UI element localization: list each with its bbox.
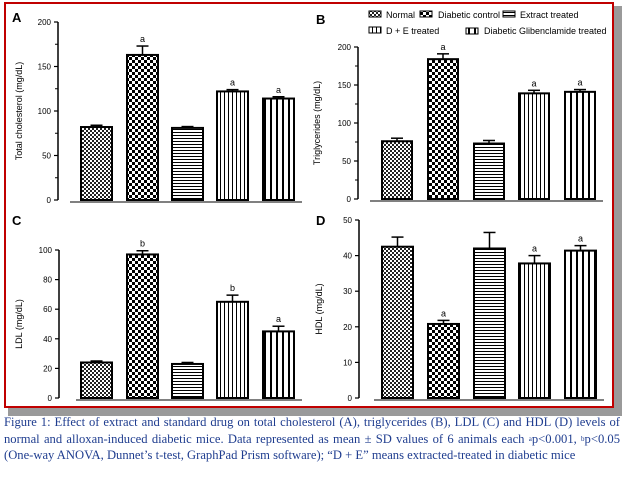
legend: Normal Diabetic control Extract treated …	[368, 10, 607, 36]
panel-a-y-tick-label: 150	[38, 63, 52, 72]
panel-d-bar-d-e-treated	[518, 262, 551, 399]
panel-a-bar-diabetic-glibenclamide-treated	[262, 97, 295, 201]
panel-d-y-tick-label: 0	[348, 394, 353, 403]
panel-b-bar-diabetic-control	[427, 58, 459, 200]
panel-c-bar-diabetic-control	[126, 253, 159, 399]
panel-b-significance-label-diabetic-control: a	[440, 42, 445, 52]
legend-label-d-e-treated: D + E treated	[386, 26, 439, 36]
panel-label-c: C	[12, 213, 22, 228]
panel-label-d: D	[316, 213, 325, 228]
panel-b-bar-extract-treated	[473, 142, 505, 201]
panel-d-y-tick-label: 30	[343, 287, 352, 296]
panel-b-significance-label-d-e-treated: a	[531, 78, 536, 88]
legend-item-diabetic-control: Diabetic control	[419, 10, 500, 20]
panel-d-significance-label-diabetic-glibenclamide-treated: a	[578, 234, 583, 244]
panel-b-y-tick-label: 0	[347, 195, 352, 204]
legend-item-normal: Normal	[368, 10, 415, 20]
panel-d-bar-diabetic-glibenclamide-treated	[564, 249, 597, 399]
panel-c-y-tick-label: 0	[48, 394, 53, 403]
panel-c-y-tick-label: 40	[43, 335, 52, 344]
legend-item-extract-treated: Extract treated	[502, 10, 579, 20]
panel-c-significance-label-diabetic-control: b	[140, 239, 145, 249]
panel-d-y-tick-label: 20	[343, 323, 352, 332]
panel-a-y-tick-label: 100	[38, 107, 52, 116]
panel-b-y-axis-label: Triglycerides (mg/dL)	[312, 81, 322, 165]
panel-c-bar-d-e-treated	[216, 300, 249, 399]
panel-d-significance-label-d-e-treated: a	[532, 244, 537, 254]
panel-d-bar-extract-treated	[473, 247, 506, 399]
legend-label-diabetic-control: Diabetic control	[438, 10, 500, 20]
panel-d-y-tick-label: 50	[343, 216, 352, 225]
panel-d-bar-normal	[381, 245, 414, 399]
caption-sup-b: b	[581, 434, 585, 443]
panel-c-y-tick-label: 60	[43, 305, 52, 314]
panel-a-significance-label-diabetic-glibenclamide-treated: a	[276, 85, 281, 95]
panel-b-bar-d-e-treated	[518, 92, 550, 200]
panel-c-y-tick-label: 80	[43, 276, 52, 285]
panel-c-y-tick-label: 100	[39, 246, 53, 255]
legend-item-glibenclamide-treated: Diabetic Glibenclamide treated	[465, 26, 607, 36]
panel-b-y-tick-label: 50	[342, 157, 351, 166]
legend-swatch-diabetic-control	[419, 10, 433, 18]
legend-swatch-d-e-treated	[368, 26, 382, 34]
panel-a-bar-normal	[80, 126, 113, 201]
panel-b-y-tick-label: 150	[338, 81, 352, 90]
panel-a-significance-label-diabetic-control: a	[140, 34, 145, 44]
panel-c-bar-diabetic-glibenclamide-treated	[262, 330, 295, 399]
panel-d-y-axis-label: HDL (mg/dL)	[314, 283, 324, 334]
panel-c-y-axis-label: LDL (mg/dL)	[14, 299, 24, 349]
panel-d-bar-diabetic-control	[427, 322, 460, 399]
panel-a-bar-extract-treated	[171, 126, 204, 201]
panel-b-bar-diabetic-glibenclamide-treated	[564, 90, 596, 200]
panel-a-bar-diabetic-control	[126, 53, 159, 202]
figure-frame	[4, 2, 614, 408]
figure-caption: Figure 1: Effect of extract and standard…	[4, 414, 620, 464]
legend-label-glibenclamide-treated: Diabetic Glibenclamide treated	[484, 26, 607, 36]
legend-swatch-extract-treated	[502, 10, 516, 18]
panel-label-b: B	[316, 12, 325, 27]
legend-swatch-normal	[368, 10, 382, 18]
panel-b-significance-label-diabetic-glibenclamide-treated: a	[577, 78, 582, 88]
panel-d-y-tick-label: 10	[343, 358, 352, 367]
panel-d-y-tick-label: 40	[343, 252, 352, 261]
panel-b-bar-normal	[381, 140, 413, 201]
panel-a-significance-label-d-e-treated: a	[230, 78, 235, 88]
panel-c-ldl: 0 20 40 60 80 100 LDL (mg/dL) b b a	[14, 239, 302, 403]
panel-b-triglycerides: 0 50 100 150 200 Triglycerides (mg/dL) a a a	[312, 42, 603, 204]
panel-c-significance-label-diabetic-glibenclamide-treated: a	[276, 314, 281, 324]
panel-c-bar-normal	[80, 361, 113, 400]
panel-b-y-tick-label: 100	[338, 119, 352, 128]
panel-b-y-tick-label: 200	[338, 43, 352, 52]
panel-c-bar-extract-treated	[171, 362, 204, 399]
panel-d-significance-label-diabetic-control: a	[441, 308, 446, 318]
panel-a-total-cholesterol: 0 50 100 150 200 Total cholesterol (mg/dL) a a a	[14, 18, 302, 205]
legend-label-extract-treated: Extract treated	[520, 10, 579, 20]
caption-text-2: p<0.001,	[531, 431, 582, 446]
legend-item-d-e-treated: D + E treated	[368, 26, 439, 36]
panel-c-y-tick-label: 20	[43, 364, 52, 373]
panel-a-y-tick-label: 200	[38, 18, 52, 27]
panel-d-hdl: 0 10 20 30 40 50 HDL (mg/dL) a a a	[314, 216, 604, 403]
caption-sup-a: a	[528, 434, 532, 443]
panel-c-significance-label-d-e-treated: b	[230, 283, 235, 293]
caption-text-3: p<0.05 (One-way ANOVA, Dunnet’s t-test, …	[4, 431, 620, 463]
panel-a-y-axis-label: Total cholesterol (mg/dL)	[14, 62, 24, 161]
caption-text-1: Figure 1: Effect of extract and standard…	[4, 415, 620, 446]
panel-a-y-tick-label: 50	[42, 152, 51, 161]
panel-a-bar-d-e-treated	[216, 90, 249, 201]
legend-swatch-glibenclamide-treated	[465, 27, 479, 35]
panel-a-y-tick-label: 0	[47, 196, 52, 205]
panel-label-a: A	[12, 10, 22, 25]
legend-label-normal: Normal	[386, 10, 415, 20]
